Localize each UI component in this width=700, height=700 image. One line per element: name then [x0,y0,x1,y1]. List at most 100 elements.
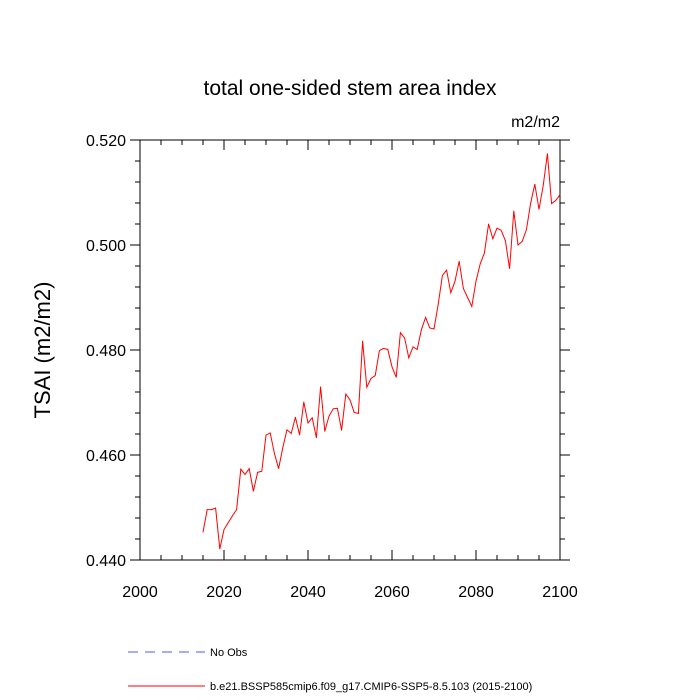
y-tick-labels: 0.440 0.460 0.480 0.500 0.520 [86,133,126,570]
data-point [467,297,468,298]
x-tick-label: 2080 [458,584,494,601]
data-point [437,303,439,305]
series-line [202,153,561,550]
data-point [542,185,544,187]
data-point [269,432,271,434]
data-point [328,415,330,417]
data-point [387,349,389,350]
data-point [211,509,212,510]
data-point [395,376,397,378]
data-point [311,417,313,419]
data-point [257,471,258,473]
data-point [492,238,494,240]
y-tick-label: 0.500 [86,238,126,255]
data-point [383,348,384,349]
data-point [316,437,317,439]
data-point [509,268,510,270]
data-point [374,375,376,377]
data-point [232,515,233,517]
data-point [538,208,540,210]
x-tick-label: 2040 [290,584,326,601]
data-point [551,203,552,204]
data-point [358,413,359,414]
data-point [505,240,506,242]
y-tick-label: 0.480 [86,343,126,360]
chart-title: total one-sided stem area index [203,77,497,100]
y-tick-label: 0.520 [86,133,126,150]
data-point [517,244,519,246]
data-point [513,210,515,212]
data-point [265,434,267,436]
legend-label-no-obs: No Obs [210,647,248,659]
data-point [307,422,309,424]
data-point [286,429,288,431]
x-tick-label: 2000 [122,584,158,601]
data-point [416,349,418,350]
y-tick-label: 0.460 [86,448,126,465]
data-point [479,263,481,265]
data-point [463,288,464,289]
data-point [341,429,342,431]
data-point [295,416,296,418]
data-point [408,357,410,359]
data-point [521,240,523,242]
data-point [215,507,217,509]
data-point [219,548,221,550]
data-point [366,386,368,388]
data-point [353,412,355,413]
data-point [362,340,363,342]
data-point [332,408,334,410]
data-point [425,317,426,318]
data-point [379,350,380,351]
data-point [547,153,548,155]
data-point [458,260,460,262]
data-point [345,393,347,395]
data-point [236,509,238,510]
data-point [278,468,279,470]
data-point [248,468,250,470]
data-point [500,229,502,231]
data-point [530,203,531,204]
data-point [253,490,254,492]
data-point [496,227,498,229]
data-point [559,194,561,196]
data-point [421,329,422,330]
x-tick-label: 2100 [542,584,578,601]
data-point [412,346,414,348]
data-point [454,280,456,282]
data-point [299,434,300,436]
data-point [404,337,405,339]
data-point [223,529,225,530]
legend: No Obs b.e21.BSSP585cmip6.f09_g17.CMIP6-… [128,647,532,693]
data-point [534,183,536,185]
plot-frame [139,139,561,561]
y-tick-label: 0.440 [86,553,126,570]
data-point [206,509,208,510]
y-axis-label: TSAI (m2/m2) [30,282,55,419]
data-point [475,280,477,282]
legend-label-model: b.e21.BSSP585cmip6.f09_g17.CMIP6-SSP5-8.… [210,681,532,693]
data-point [303,401,305,403]
data-point [202,531,204,533]
axis-ticks [130,139,570,561]
data-point [471,306,473,307]
data-point [429,327,431,329]
series-points [202,153,561,550]
data-point [446,269,447,271]
data-point [450,292,452,294]
data-point [244,474,246,475]
data-point [555,199,557,201]
data-point [324,430,326,432]
data-point [484,252,485,254]
data-point [261,470,263,472]
data-point [320,386,321,388]
data-point [337,407,338,409]
data-point [400,332,401,334]
data-point [370,377,372,379]
data-point [391,366,393,368]
data-point [227,522,229,524]
x-tick-labels: 2000 2020 2040 2060 2080 2100 [122,584,578,601]
data-point [349,399,351,401]
data-point [240,468,242,470]
